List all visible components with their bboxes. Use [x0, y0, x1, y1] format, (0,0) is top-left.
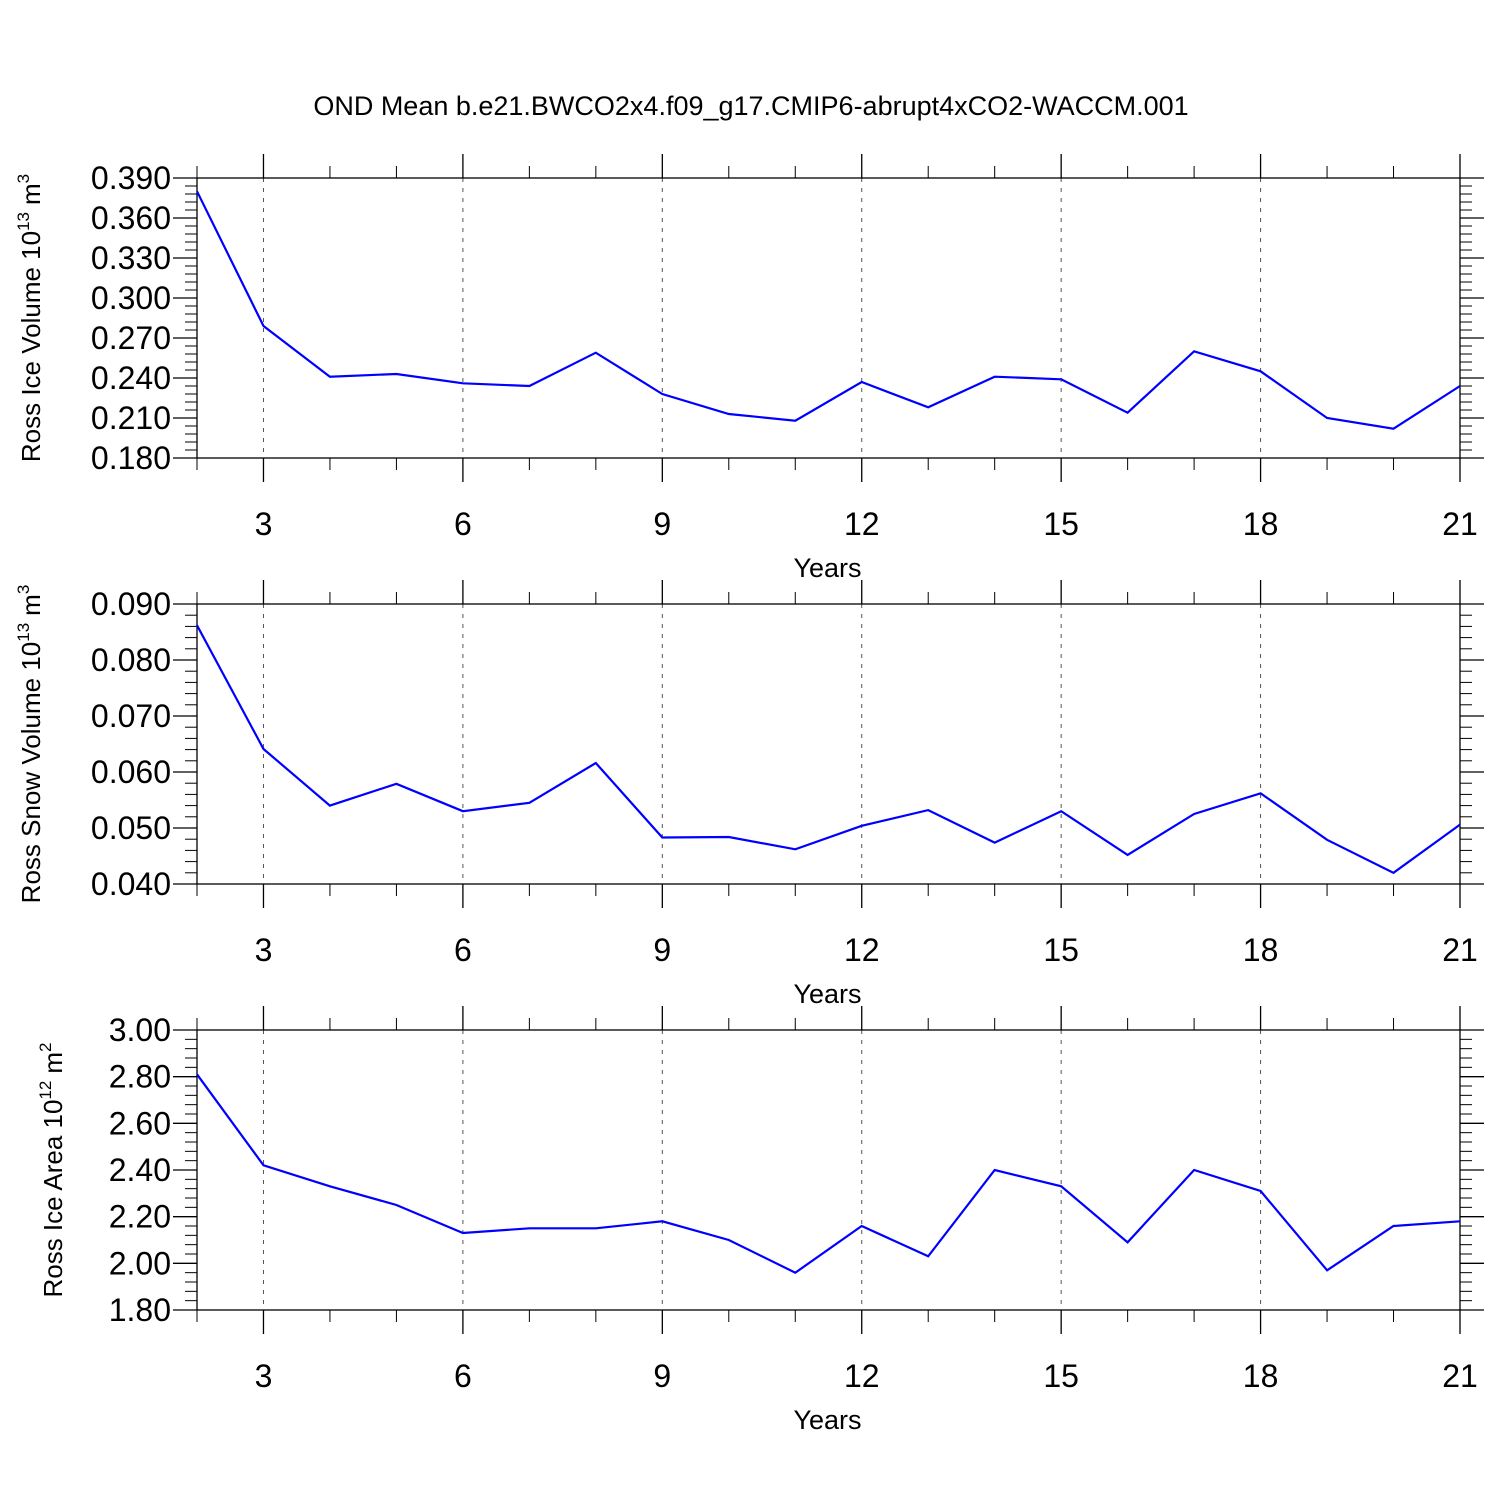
x-tick-label: 12 — [844, 506, 880, 542]
y-axis-label: Ross Snow Volume 1013 m3 — [14, 585, 46, 904]
y-tick-label: 2.80 — [109, 1059, 171, 1095]
y-tick-label: 0.070 — [91, 698, 171, 734]
series-line — [196, 624, 1461, 875]
y-tick-label: 0.090 — [91, 586, 171, 622]
y-axis-label: Ross Ice Area 1012 m2 — [36, 1042, 68, 1297]
y-tick-label: 2.40 — [109, 1152, 171, 1188]
x-tick-label: 12 — [844, 932, 880, 968]
y-tick-label: 0.080 — [91, 642, 171, 678]
y-axis-label-exponent: 13 — [14, 212, 33, 231]
y-axis-label-main: Ross Snow Volume 10 — [16, 642, 46, 904]
y-tick-label: 3.00 — [109, 1012, 171, 1048]
y-tick-label: 0.390 — [91, 160, 171, 196]
x-tick-label: 6 — [454, 932, 472, 968]
figure-title: OND Mean b.e21.BWCO2x4.f09_g17.CMIP6-abr… — [313, 91, 1188, 121]
y-axis-label-unit-exponent: 3 — [14, 585, 33, 594]
y-tick-label: 1.80 — [109, 1292, 171, 1328]
plot-frame — [196, 177, 1461, 459]
y-axis-label-unit: m — [16, 183, 46, 205]
y-tick-label: 0.270 — [91, 320, 171, 356]
y-tick-label: 0.050 — [91, 810, 171, 846]
x-tick-label: 6 — [454, 1358, 472, 1394]
y-axis-label-unit-exponent: 3 — [14, 174, 33, 183]
x-tick-label: 18 — [1243, 506, 1279, 542]
y-axis-label-main: Ross Ice Area 10 — [38, 1100, 68, 1298]
y-tick-label: 0.210 — [91, 400, 171, 436]
y-axis-label-unit: m — [16, 594, 46, 616]
x-tick-label: 9 — [653, 932, 671, 968]
y-axis-label-exponent: 12 — [36, 1081, 55, 1100]
series-line — [196, 190, 1461, 430]
y-tick-label: 0.300 — [91, 280, 171, 316]
x-axis-label: Years — [793, 979, 861, 1009]
y-axis-label-unit: m — [38, 1052, 68, 1074]
x-tick-label: 12 — [844, 1358, 880, 1394]
x-tick-label: 3 — [255, 1358, 273, 1394]
chart-panel-1: 0.180 0.210 0.240 0.270 0.300 0.330 0.360 0.390… — [14, 154, 1484, 583]
x-tick-label: 18 — [1243, 932, 1279, 968]
y-tick-label: 0.240 — [91, 360, 171, 396]
y-tick-label: 0.360 — [91, 200, 171, 236]
x-tick-label: 21 — [1442, 932, 1478, 968]
x-tick-label: 15 — [1043, 932, 1079, 968]
y-tick-label: 2.20 — [109, 1199, 171, 1235]
y-axis-label-exponent: 13 — [14, 623, 33, 642]
chart-panel-2: 0.040 0.050 0.060 0.070 0.080 0.090 3 6 9 12 15 18 2… — [14, 580, 1484, 1009]
x-tick-label: 9 — [653, 1358, 671, 1394]
y-tick-label: 0.330 — [91, 240, 171, 276]
series-line — [196, 1073, 1461, 1274]
x-tick-label: 6 — [454, 506, 472, 542]
x-tick-label: 9 — [653, 506, 671, 542]
y-tick-label: 2.60 — [109, 1105, 171, 1141]
chart-panel-3: 1.80 2.00 2.20 2.40 2.60 2.80 3.00 3 6 9 12 15 18 21 Y… — [36, 1006, 1484, 1435]
plot-frame — [196, 1029, 1461, 1311]
y-tick-label: 0.180 — [91, 440, 171, 476]
x-tick-label: 3 — [255, 932, 273, 968]
x-tick-label: 21 — [1442, 506, 1478, 542]
x-axis-label: Years — [793, 1405, 861, 1435]
y-axis-label: Ross Ice Volume 1013 m3 — [14, 174, 46, 462]
x-tick-label: 18 — [1243, 1358, 1279, 1394]
x-tick-label: 15 — [1043, 1358, 1079, 1394]
y-axis-label-unit-exponent: 2 — [36, 1042, 55, 1051]
x-tick-label: 15 — [1043, 506, 1079, 542]
x-axis-label: Years — [793, 553, 861, 583]
y-tick-label: 0.060 — [91, 754, 171, 790]
x-tick-label: 3 — [255, 506, 273, 542]
y-axis-label-main: Ross Ice Volume 10 — [16, 231, 46, 462]
plot-frame — [196, 603, 1461, 885]
y-tick-label: 2.00 — [109, 1245, 171, 1281]
x-tick-label: 21 — [1442, 1358, 1478, 1394]
y-tick-label: 0.040 — [91, 866, 171, 902]
